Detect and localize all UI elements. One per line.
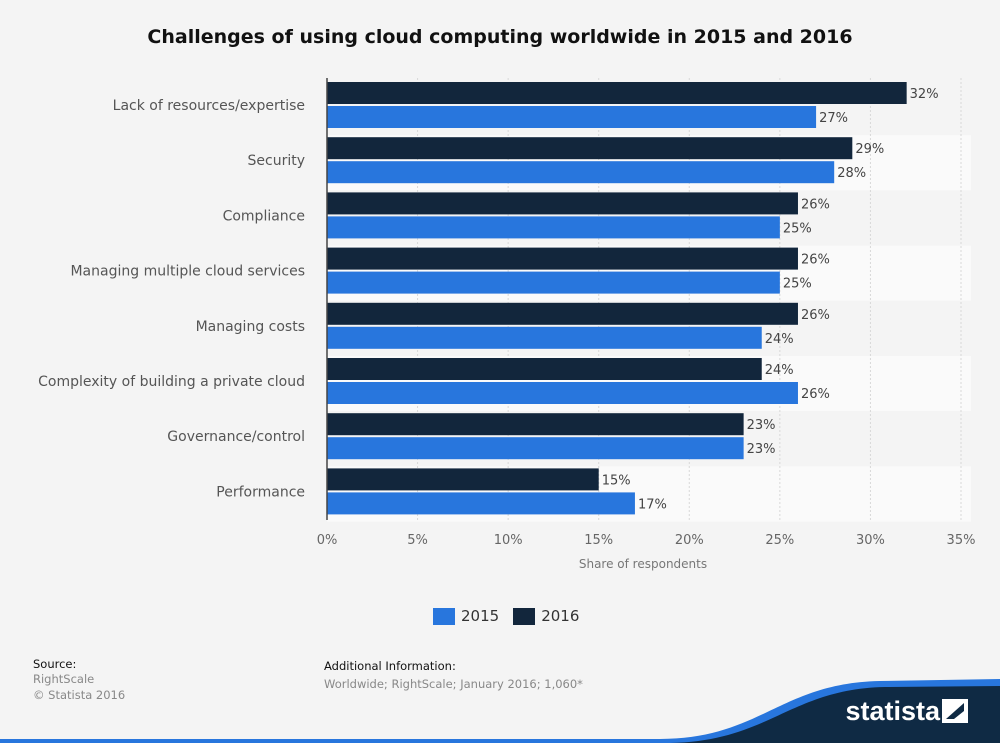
data-label: 32% bbox=[910, 87, 939, 102]
bar-2015 bbox=[327, 382, 798, 404]
legend-swatch bbox=[513, 607, 536, 625]
category-label: Managing multiple cloud services bbox=[70, 264, 305, 280]
data-label: 25% bbox=[783, 221, 812, 236]
source-value: RightScale bbox=[33, 672, 95, 686]
bar-2016 bbox=[327, 302, 798, 325]
category-label: Complexity of building a private cloud bbox=[38, 374, 305, 390]
category-label: Compliance bbox=[223, 208, 305, 224]
bar-2015 bbox=[327, 106, 817, 128]
data-label: 23% bbox=[747, 418, 776, 433]
data-label: 27% bbox=[819, 111, 848, 126]
x-tick-label: 25% bbox=[765, 533, 794, 548]
bar-2015 bbox=[327, 492, 635, 515]
legend-swatch bbox=[433, 607, 455, 625]
bar-2015 bbox=[327, 216, 780, 239]
additional-info: Additional Information: Worldwide; Right… bbox=[324, 659, 583, 692]
data-label: 23% bbox=[747, 442, 776, 457]
source-block: Source: RightScale © Statista 2016 bbox=[33, 657, 125, 703]
bar-2015 bbox=[327, 271, 780, 294]
category-label: Managing costs bbox=[196, 319, 305, 335]
data-label: 26% bbox=[801, 308, 830, 323]
chart-title: Challenges of using cloud computing worl… bbox=[147, 26, 853, 48]
legend-item-2015[interactable]: 2015 bbox=[433, 607, 499, 625]
category-label: Security bbox=[248, 153, 306, 169]
bar-2016 bbox=[327, 468, 599, 491]
statista-logo-icon bbox=[942, 699, 968, 723]
data-label: 24% bbox=[765, 332, 794, 347]
data-label: 26% bbox=[801, 387, 830, 402]
bar-2016 bbox=[327, 137, 853, 160]
data-label: 26% bbox=[801, 253, 830, 268]
x-tick-label: 30% bbox=[856, 533, 885, 548]
bar-chart: 0% 5% 10% 15% 20% 25% 30% 35% Lack of resources/… bbox=[38, 78, 976, 571]
data-label: 28% bbox=[837, 166, 866, 181]
x-tick-label: 15% bbox=[584, 533, 613, 548]
bar-2016 bbox=[327, 413, 744, 436]
bar-2016 bbox=[327, 358, 762, 380]
legend-item-2016[interactable]: 2016 bbox=[513, 607, 579, 625]
x-tick-label: 20% bbox=[675, 533, 704, 548]
category-label: Performance bbox=[216, 484, 305, 500]
data-label: 25% bbox=[783, 277, 812, 292]
info-label: Additional Information: bbox=[324, 659, 456, 673]
legend: 2015 2016 bbox=[433, 607, 593, 625]
data-label: 17% bbox=[638, 497, 667, 512]
bar-2016 bbox=[327, 247, 798, 270]
data-label: 26% bbox=[801, 197, 830, 212]
x-axis-title: Share of respondents bbox=[579, 557, 707, 571]
x-tick-label: 0% bbox=[317, 533, 338, 548]
info-value: Worldwide; RightScale; January 2016; 1,0… bbox=[324, 677, 583, 691]
data-label: 15% bbox=[602, 473, 631, 488]
copyright: © Statista 2016 bbox=[33, 688, 126, 702]
bar-2015 bbox=[327, 161, 835, 184]
bar-2016 bbox=[327, 82, 907, 104]
legend-label: 2015 bbox=[461, 607, 500, 625]
x-tick-label: 10% bbox=[494, 533, 523, 548]
category-label: Governance/control bbox=[167, 429, 305, 445]
source-label: Source: bbox=[33, 657, 77, 671]
bar-2015 bbox=[327, 326, 762, 349]
bar-2016 bbox=[327, 192, 798, 215]
bar-2015 bbox=[327, 437, 744, 460]
legend-label: 2016 bbox=[541, 607, 580, 625]
statista-logo[interactable]: statista bbox=[845, 696, 940, 726]
x-tick-label: 35% bbox=[947, 533, 976, 548]
data-label: 29% bbox=[855, 142, 884, 157]
x-tick-label: 5% bbox=[407, 533, 428, 548]
category-label: Lack of resources/expertise bbox=[113, 98, 305, 114]
data-label: 24% bbox=[765, 363, 794, 378]
statista-logo-banner bbox=[0, 679, 1000, 743]
